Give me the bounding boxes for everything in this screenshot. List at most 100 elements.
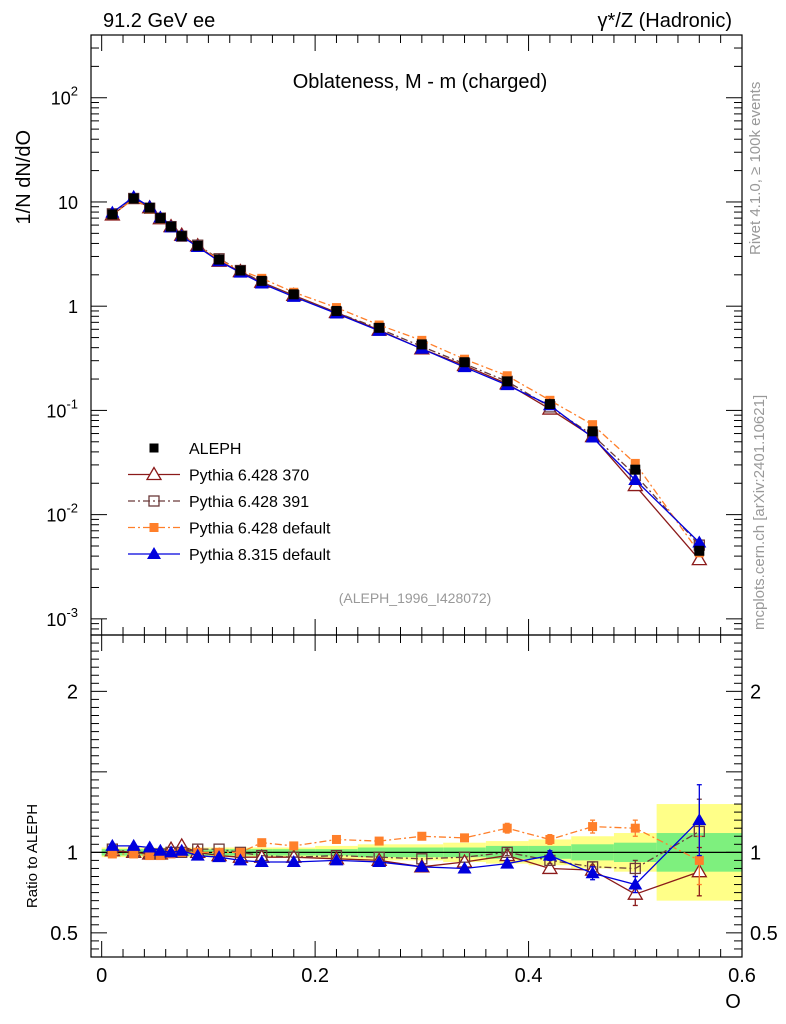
ratio-frame — [90, 634, 743, 958]
y-tick-label: 10-1 — [46, 396, 78, 421]
y-tick-labels: 10-3 10-2 10-1 1 10 102 — [46, 84, 78, 630]
ratio-point-p8 — [372, 855, 387, 868]
point-aleph — [416, 339, 427, 350]
legend: ALEPH Pythia 6.428 370 Pythia 6.428 391 Pyt… — [128, 441, 331, 564]
point-aleph — [288, 289, 299, 300]
ratio-point-p8 — [233, 853, 248, 866]
ratio-point-p8 — [542, 848, 557, 861]
legend-label: Pythia 8.315 default — [189, 547, 331, 564]
point-aleph — [331, 305, 342, 316]
point-pdefault — [588, 420, 598, 430]
rivet-label: Rivet 4.1.0, ≥ 100k events — [747, 82, 764, 255]
point-p8 — [585, 430, 600, 443]
legend-marker — [149, 523, 159, 532]
ratio-point-p8 — [329, 853, 344, 866]
point-aleph — [155, 213, 166, 224]
ratio-point-pdefault — [630, 823, 640, 833]
header-left: 91.2 GeV ee — [103, 10, 215, 32]
legend-label: Pythia 6.428 391 — [189, 494, 309, 511]
ratio-point-pdefault — [129, 849, 139, 859]
ratio-y-tick-label: 2 — [67, 681, 78, 703]
point-aleph — [630, 464, 641, 475]
legend-label: ALEPH — [189, 441, 241, 458]
legend-marker — [148, 495, 160, 507]
point-aleph — [587, 426, 598, 437]
ratio-point-p8 — [457, 861, 472, 874]
x-axis-label: O — [725, 991, 741, 1013]
point-pdefault — [630, 458, 640, 468]
x-tick-label: 0.6 — [728, 965, 756, 987]
ratio-ylabel: Ratio to ALEPH — [24, 804, 41, 908]
point-aleph — [235, 265, 246, 276]
ratio-point-pdefault — [374, 836, 384, 846]
ratio-point-p8 — [500, 856, 515, 869]
point-aleph — [694, 545, 705, 556]
point-aleph — [544, 399, 555, 410]
main-frame — [90, 34, 743, 636]
ratio-series-p8 — [105, 784, 707, 894]
y-tick-label: 102 — [51, 84, 78, 109]
chart-title: Oblateness, M - m (charged) — [293, 71, 548, 93]
legend-label: Pythia 6.428 default — [189, 521, 331, 538]
ratio-point-p8 — [414, 859, 429, 872]
point-aleph — [374, 322, 385, 333]
ratio-point-p8 — [254, 855, 269, 868]
ratio-point-pdefault — [694, 855, 704, 865]
x-tick-label: 0 — [96, 965, 107, 987]
ratio-y-tick-label: 0.5 — [50, 923, 78, 945]
ratio-point-pdefault — [235, 847, 245, 857]
y-tick-label: 1 — [68, 297, 78, 317]
ratio-y-tick-label-right: 1 — [750, 842, 761, 864]
ratio-point-pdefault — [145, 851, 155, 861]
mcplots-label: mcplots.cern.ch [arXiv:2401.10621] — [751, 395, 768, 630]
ratio-y-tick-label: 1 — [67, 842, 78, 864]
point-aleph — [166, 221, 177, 232]
point-aleph — [192, 240, 203, 251]
analysis-annotation: (ALEPH_1996_I428072) — [339, 590, 492, 606]
ratio-point-p8 — [105, 838, 120, 851]
point-p8 — [628, 472, 643, 485]
ratio-point-p8 — [585, 866, 600, 879]
ratio-point-p8 — [628, 877, 643, 890]
y-tick-label: 10 — [58, 193, 78, 213]
ratio-y-tick-label-right: 0.5 — [750, 923, 778, 945]
ratio-point-p8 — [153, 843, 168, 856]
header-right: γ*/Z (Hadronic) — [598, 10, 732, 32]
ratio-point-p8 — [190, 848, 205, 861]
ratio-point-p8 — [174, 843, 189, 856]
ratio-point-p8 — [286, 855, 301, 868]
ratio-point-p8 — [212, 850, 227, 863]
point-pdefault — [502, 371, 512, 381]
point-aleph — [144, 202, 155, 213]
series-aleph — [107, 193, 705, 556]
point-aleph — [176, 231, 187, 242]
ratio-y-tick-label-right: 2 — [750, 681, 761, 703]
ratio-point-p391 — [629, 862, 641, 875]
ratio-point-pdefault — [417, 831, 427, 841]
point-aleph — [128, 193, 139, 204]
ratio-point-pdefault — [331, 834, 341, 844]
ratio-point-pdefault — [545, 834, 555, 844]
main-plot: 10-3 10-2 10-1 1 10 102 ALEPH Pythia 6.428 370 P… — [46, 34, 743, 636]
x-tick-label: 0.2 — [301, 965, 329, 987]
ratio-point-pdefault — [460, 833, 470, 843]
point-aleph — [214, 254, 225, 265]
ratio-point-pdefault — [588, 822, 598, 832]
point-p8 — [692, 535, 707, 548]
ratio-point-p370 — [541, 860, 559, 875]
y-tick-label: 10-3 — [46, 605, 78, 630]
legend-label: Pythia 6.428 370 — [189, 468, 309, 485]
ratio-point-p8 — [142, 840, 157, 853]
point-p370 — [691, 551, 708, 566]
legend-marker — [145, 466, 163, 481]
ratio-plot: 0.5 0.5 1 1 2 2 0 0.2 0.4 0.6 — [50, 634, 778, 987]
point-aleph — [256, 275, 267, 286]
legend-marker — [149, 443, 159, 453]
ratio-point-pdefault — [289, 841, 299, 851]
ratio-point-p8 — [126, 838, 141, 851]
x-tick-label: 0.4 — [515, 965, 543, 987]
y-tick-label: 10-2 — [46, 501, 78, 526]
legend-marker — [147, 547, 161, 559]
point-aleph — [107, 209, 118, 220]
